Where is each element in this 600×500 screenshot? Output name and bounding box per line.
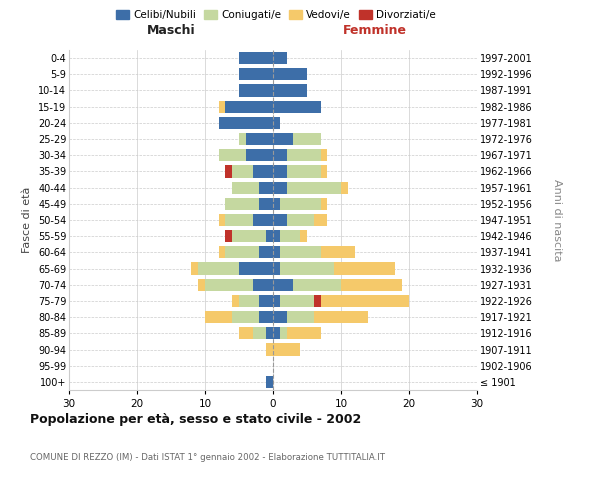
Bar bbox=[314, 295, 320, 307]
Bar bbox=[218, 246, 226, 258]
Bar bbox=[253, 328, 266, 340]
Bar bbox=[218, 214, 226, 226]
Bar bbox=[205, 311, 232, 323]
Bar bbox=[226, 166, 232, 177]
Bar bbox=[320, 295, 409, 307]
Bar bbox=[253, 166, 273, 177]
Bar bbox=[287, 149, 320, 162]
Bar bbox=[287, 166, 320, 177]
Bar bbox=[253, 278, 273, 291]
Bar bbox=[226, 230, 232, 242]
Bar bbox=[287, 182, 341, 194]
Bar bbox=[334, 262, 395, 274]
Bar bbox=[273, 262, 280, 274]
Bar bbox=[218, 117, 273, 129]
Bar bbox=[239, 328, 253, 340]
Bar bbox=[287, 328, 320, 340]
Bar bbox=[273, 311, 287, 323]
Bar bbox=[320, 198, 328, 210]
Bar bbox=[198, 262, 239, 274]
Bar bbox=[280, 230, 300, 242]
Bar bbox=[246, 149, 273, 162]
Bar bbox=[259, 295, 273, 307]
Bar bbox=[273, 117, 280, 129]
Bar bbox=[232, 295, 239, 307]
Bar bbox=[259, 311, 273, 323]
Bar bbox=[280, 328, 287, 340]
Bar bbox=[239, 262, 273, 274]
Bar bbox=[191, 262, 198, 274]
Text: Maschi: Maschi bbox=[146, 24, 196, 37]
Bar bbox=[341, 182, 348, 194]
Bar bbox=[253, 214, 273, 226]
Bar bbox=[300, 230, 307, 242]
Bar bbox=[266, 328, 273, 340]
Text: COMUNE DI REZZO (IM) - Dati ISTAT 1° gennaio 2002 - Elaborazione TUTTITALIA.IT: COMUNE DI REZZO (IM) - Dati ISTAT 1° gen… bbox=[30, 452, 385, 462]
Bar bbox=[273, 198, 280, 210]
Legend: Celibi/Nubili, Coniugati/e, Vedovi/e, Divorziati/e: Celibi/Nubili, Coniugati/e, Vedovi/e, Di… bbox=[115, 8, 437, 22]
Bar bbox=[320, 246, 355, 258]
Bar bbox=[320, 149, 328, 162]
Bar bbox=[232, 182, 259, 194]
Bar bbox=[259, 246, 273, 258]
Bar bbox=[273, 182, 287, 194]
Bar bbox=[266, 376, 273, 388]
Bar bbox=[226, 246, 259, 258]
Bar bbox=[239, 133, 246, 145]
Bar bbox=[287, 311, 314, 323]
Bar bbox=[293, 278, 341, 291]
Bar bbox=[273, 133, 293, 145]
Bar bbox=[232, 230, 266, 242]
Bar bbox=[293, 133, 320, 145]
Bar bbox=[226, 198, 259, 210]
Bar bbox=[280, 295, 314, 307]
Bar bbox=[273, 52, 287, 64]
Bar bbox=[232, 166, 253, 177]
Bar bbox=[273, 214, 287, 226]
Bar bbox=[226, 214, 253, 226]
Bar bbox=[273, 166, 287, 177]
Bar bbox=[239, 52, 273, 64]
Text: Popolazione per età, sesso e stato civile - 2002: Popolazione per età, sesso e stato civil… bbox=[30, 412, 361, 426]
Bar bbox=[280, 262, 334, 274]
Bar bbox=[273, 328, 280, 340]
Bar bbox=[266, 344, 273, 355]
Bar bbox=[273, 100, 320, 112]
Bar bbox=[273, 246, 280, 258]
Bar bbox=[314, 214, 328, 226]
Y-axis label: Anni di nascita: Anni di nascita bbox=[552, 179, 562, 261]
Bar bbox=[239, 68, 273, 80]
Bar bbox=[273, 278, 293, 291]
Bar bbox=[273, 84, 307, 96]
Bar bbox=[198, 278, 205, 291]
Bar bbox=[239, 295, 259, 307]
Bar bbox=[273, 68, 307, 80]
Bar bbox=[273, 230, 280, 242]
Y-axis label: Fasce di età: Fasce di età bbox=[22, 187, 32, 253]
Bar bbox=[218, 100, 226, 112]
Bar bbox=[259, 182, 273, 194]
Bar bbox=[259, 198, 273, 210]
Bar bbox=[246, 133, 273, 145]
Bar bbox=[273, 149, 287, 162]
Bar bbox=[280, 246, 320, 258]
Text: Femmine: Femmine bbox=[343, 24, 407, 37]
Bar bbox=[287, 214, 314, 226]
Bar bbox=[341, 278, 402, 291]
Bar bbox=[239, 84, 273, 96]
Bar bbox=[280, 198, 320, 210]
Bar bbox=[266, 230, 273, 242]
Bar bbox=[218, 149, 246, 162]
Bar bbox=[273, 295, 280, 307]
Bar bbox=[314, 311, 368, 323]
Bar bbox=[205, 278, 253, 291]
Bar bbox=[320, 166, 328, 177]
Bar bbox=[232, 311, 259, 323]
Bar bbox=[273, 344, 300, 355]
Bar bbox=[226, 100, 273, 112]
